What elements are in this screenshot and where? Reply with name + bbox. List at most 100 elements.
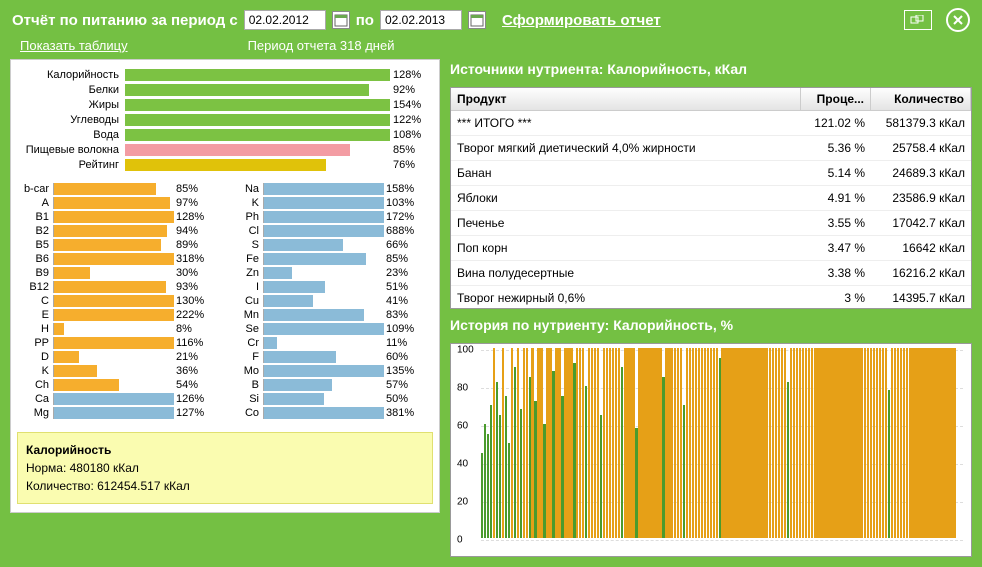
macro-percent: 85% [390,144,415,156]
show-table-link[interactable]: Показать таблицу [20,38,128,53]
micro-percent: 94% [173,225,198,237]
micro-row[interactable]: S 66% [227,238,433,252]
micro-row[interactable]: B9 30% [17,266,223,280]
header: Отчёт по питанию за период с по Сформиро… [0,0,982,36]
macro-percent: 76% [390,159,415,171]
micro-percent: 158% [383,183,414,195]
macro-row[interactable]: Жиры 154% [17,98,433,112]
micro-row[interactable]: Si 50% [227,392,433,406]
macro-row[interactable]: Белки 92% [17,83,433,97]
micro-row[interactable]: Se 109% [227,322,433,336]
micro-percent: 318% [173,253,204,265]
micro-percent: 11% [383,337,407,349]
micro-row[interactable]: H 8% [17,322,223,336]
history-title: История по нутриенту: Калорийность, % [450,315,972,337]
macro-label: Рейтинг [17,159,125,171]
summary-title: Калорийность [26,441,424,459]
micro-row[interactable]: Zn 23% [227,266,433,280]
micro-label: Mg [17,407,53,419]
generate-report-link[interactable]: Сформировать отчет [502,12,661,29]
micro-row[interactable]: Cl 688% [227,224,433,238]
report-title: Отчёт по питанию за период с [12,12,238,29]
micro-row[interactable]: D 21% [17,350,223,364]
micro-row[interactable]: Fe 85% [227,252,433,266]
cell-amount: 14395.7 кКал [871,286,971,308]
cell-product: Творог мягкий диетический 4,0% жирности [451,136,801,160]
date-to-input[interactable] [380,10,462,30]
micro-row[interactable]: Co 381% [227,406,433,420]
table-row[interactable]: Поп корн 3.47 % 16642 кКал [451,236,971,261]
micro-row[interactable]: A 97% [17,196,223,210]
table-row[interactable]: Печенье 3.55 % 17042.7 кКал [451,211,971,236]
micro-row[interactable]: b-car 85% [17,182,223,196]
table-row[interactable]: Творог мягкий диетический 4,0% жирности … [451,136,971,161]
cell-amount: 25758.4 кКал [871,136,971,160]
micro-percent: 8% [173,323,192,335]
macro-percent: 128% [390,69,421,81]
micro-label: Se [227,323,263,335]
micro-label: Cr [227,337,263,349]
micro-row[interactable]: Ca 126% [17,392,223,406]
close-button[interactable] [946,8,970,32]
table-row[interactable]: Яблоки 4.91 % 23586.9 кКал [451,186,971,211]
macro-percent: 154% [390,99,421,111]
table-row[interactable]: Творог нежирный 0,6% 3 % 14395.7 кКал [451,286,971,308]
ytick-label: 60 [457,421,468,432]
micro-row[interactable]: Na 158% [227,182,433,196]
micro-row[interactable]: B5 89% [17,238,223,252]
micro-row[interactable]: Mg 127% [17,406,223,420]
micro-row[interactable]: Cr 11% [227,336,433,350]
summary-box: Калорийность Норма: 480180 кКал Количест… [17,432,433,504]
micro-row[interactable]: B 57% [227,378,433,392]
calendar-to-icon[interactable] [468,11,486,29]
macro-percent: 122% [390,114,421,126]
micro-percent: 128% [173,211,204,223]
micro-percent: 41% [383,295,408,307]
micro-row[interactable]: Ch 54% [17,378,223,392]
cell-product: Поп корн [451,236,801,260]
date-from-input[interactable] [244,10,326,30]
table-row[interactable]: Вина полудесертные 3.38 % 16216.2 кКал [451,261,971,286]
micro-row[interactable]: F 60% [227,350,433,364]
micro-percent: 97% [173,197,198,209]
micro-percent: 23% [383,267,408,279]
col-product[interactable]: Продукт [451,88,801,110]
micro-percent: 50% [383,393,408,405]
micro-row[interactable]: Mo 135% [227,364,433,378]
micro-row[interactable]: K 36% [17,364,223,378]
micro-row[interactable]: C 130% [17,294,223,308]
micro-percent: 57% [383,379,408,391]
micro-row[interactable]: K 103% [227,196,433,210]
micro-row[interactable]: PP 116% [17,336,223,350]
micro-row[interactable]: B12 93% [17,280,223,294]
cell-amount: 23586.9 кКал [871,186,971,210]
macro-row[interactable]: Углеводы 122% [17,113,433,127]
micro-row[interactable]: B1 128% [17,210,223,224]
macro-row[interactable]: Пищевые волокна 85% [17,143,433,157]
micro-row[interactable]: Ph 172% [227,210,433,224]
cell-product: Вина полудесертные [451,261,801,285]
micro-label: B [227,379,263,391]
summary-qty: Количество: 612454.517 кКал [26,477,424,495]
table-row[interactable]: Банан 5.14 % 24689.3 кКал [451,161,971,186]
table-row[interactable]: *** ИТОГО *** 121.02 % 581379.3 кКал [451,111,971,136]
macro-row[interactable]: Рейтинг 76% [17,158,433,172]
macro-row[interactable]: Калорийность 128% [17,68,433,82]
calendar-from-icon[interactable] [332,11,350,29]
micro-row[interactable]: Cu 41% [227,294,433,308]
table-body[interactable]: *** ИТОГО *** 121.02 % 581379.3 кКалТвор… [451,111,971,308]
col-percent[interactable]: Проце... [801,88,871,110]
summary-norm: Норма: 480180 кКал [26,459,424,477]
window-restore-button[interactable] [904,10,932,30]
cell-percent: 121.02 % [801,111,871,135]
macro-row[interactable]: Вода 108% [17,128,433,142]
col-amount[interactable]: Количество [871,88,971,110]
micro-row[interactable]: B6 318% [17,252,223,266]
micro-row[interactable]: Mn 83% [227,308,433,322]
micro-label: B12 [17,281,53,293]
micro-row[interactable]: B2 94% [17,224,223,238]
micro-label: I [227,281,263,293]
micro-row[interactable]: I 51% [227,280,433,294]
micro-row[interactable]: E 222% [17,308,223,322]
micro-percent: 60% [383,351,408,363]
